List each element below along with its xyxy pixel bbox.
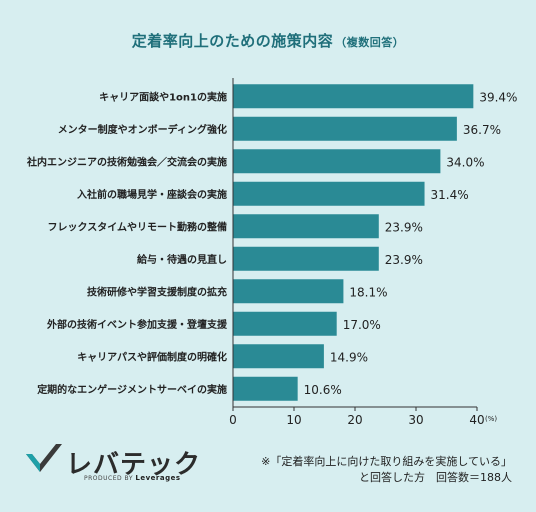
value-label: 18.1% bbox=[349, 285, 387, 299]
bar bbox=[233, 116, 457, 141]
category-label: 給与・待遇の見直し bbox=[137, 253, 227, 266]
bar bbox=[233, 344, 324, 369]
bar bbox=[233, 376, 298, 401]
value-label: 23.9% bbox=[385, 220, 423, 234]
bar bbox=[233, 246, 379, 271]
x-tick-label: 10 bbox=[286, 413, 301, 427]
category-label: フレックスタイムやリモート勤務の整備 bbox=[48, 220, 228, 233]
value-label: 17.0% bbox=[343, 318, 381, 332]
category-label: 入社前の職場見学・座談会の実施 bbox=[77, 188, 227, 201]
value-label: 34.0% bbox=[446, 155, 484, 169]
footnote: ※「定着率向上に向けた取り組みを実施している」 と回答した方 回答数＝188人 bbox=[192, 454, 512, 486]
category-label: 定期的なエンゲージメントサーベイの実施 bbox=[37, 383, 227, 396]
bar bbox=[233, 311, 337, 336]
footnote-line-1: ※「定着率向上に向けた取り組みを実施している」 bbox=[261, 455, 512, 468]
brand-name: レバテック bbox=[66, 450, 202, 480]
x-tick-label: 40 bbox=[469, 413, 484, 427]
bar-chart: キャリア面談や1on1の実施 39.4% メンター制度やオンボーディング強化 36.7… bbox=[26, 78, 517, 427]
x-tick-label: 0 bbox=[229, 413, 237, 427]
value-label: 39.4% bbox=[479, 90, 517, 104]
category-label: メンター制度やオンボーディング強化 bbox=[58, 123, 227, 136]
brand-produced-by: PRODUCED BY Leverages bbox=[84, 474, 181, 482]
chart-title-suffix: （複数回答） bbox=[335, 36, 405, 49]
bar bbox=[233, 84, 474, 109]
category-label: 技術研修や学習支援制度の拡充 bbox=[87, 285, 227, 298]
category-label: 社内エンジニアの技術勉強会／交流会の実施 bbox=[26, 155, 227, 168]
x-tick-label: 30 bbox=[408, 413, 423, 427]
value-label: 10.6% bbox=[304, 383, 342, 397]
brand-mark-icon bbox=[26, 444, 62, 472]
parent-brand: Leverages bbox=[135, 474, 181, 482]
bar bbox=[233, 181, 425, 206]
chart-title-main: 定着率向上のための施策内容 bbox=[131, 32, 334, 50]
value-label: 31.4% bbox=[431, 188, 469, 202]
chart-title: 定着率向上のための施策内容 （複数回答） bbox=[0, 30, 536, 51]
category-label: キャリア面談や1on1の実施 bbox=[99, 90, 227, 103]
category-label: 外部の技術イベント参加支援・登壇支援 bbox=[46, 318, 228, 331]
category-label: キャリアパスや評価制度の明確化 bbox=[77, 350, 227, 363]
x-tick-label: 20 bbox=[347, 413, 362, 427]
brand-logo: レバテック PRODUCED BY Leverages bbox=[22, 438, 222, 488]
value-label: 23.9% bbox=[385, 253, 423, 267]
x-unit-label: (%) bbox=[485, 415, 497, 423]
bar bbox=[233, 214, 379, 239]
bar bbox=[233, 149, 441, 174]
value-label: 14.9% bbox=[330, 350, 368, 364]
value-label: 36.7% bbox=[463, 123, 501, 137]
produced-by-label: PRODUCED BY bbox=[84, 475, 133, 482]
footnote-line-2: と回答した方 回答数＝188人 bbox=[359, 471, 512, 484]
bar bbox=[233, 279, 344, 304]
